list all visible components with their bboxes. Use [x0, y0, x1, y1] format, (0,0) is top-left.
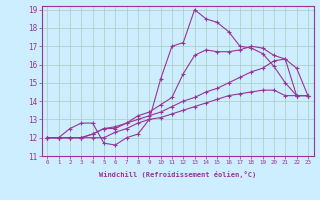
- X-axis label: Windchill (Refroidissement éolien,°C): Windchill (Refroidissement éolien,°C): [99, 171, 256, 178]
